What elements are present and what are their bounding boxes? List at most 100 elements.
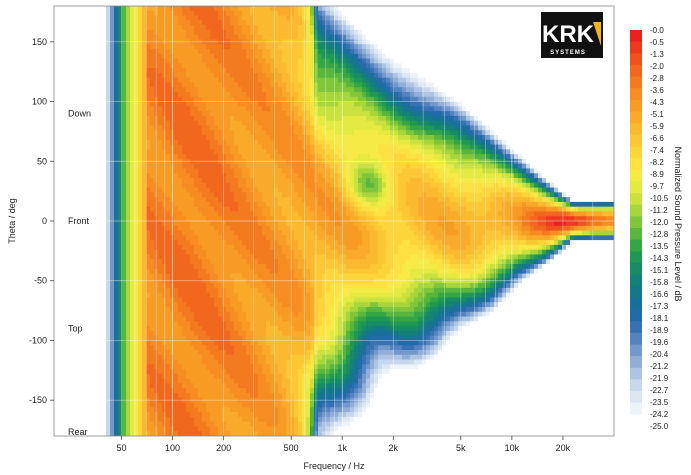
heat-cell <box>62 393 67 399</box>
heat-cell <box>174 53 179 60</box>
heat-cell <box>158 135 163 141</box>
heat-cell <box>174 82 179 88</box>
heat-cell <box>90 92 95 98</box>
heat-cell <box>274 111 279 117</box>
heat-cell <box>222 292 227 299</box>
heat-cell <box>114 44 119 50</box>
heat-cell <box>146 287 151 294</box>
heat-cell <box>102 44 107 50</box>
heat-cell <box>206 335 211 342</box>
heat-cell <box>254 426 259 432</box>
heat-cell <box>150 249 155 256</box>
heat-cell <box>234 259 239 265</box>
heat-cell <box>138 283 143 289</box>
heat-cell <box>230 163 235 170</box>
heat-cell <box>218 10 223 17</box>
heat-cell <box>90 311 95 318</box>
heat-cell <box>158 178 163 184</box>
heat-cell <box>94 149 99 155</box>
heat-cell <box>114 135 119 141</box>
heat-cell <box>90 182 95 189</box>
heat-cell <box>210 197 215 203</box>
heat-cell <box>230 292 235 299</box>
heat-cell <box>86 326 91 332</box>
heat-cell <box>262 182 267 189</box>
heat-cell <box>138 154 143 160</box>
heat-cell <box>262 44 267 50</box>
heat-cell <box>226 29 231 36</box>
heat-cell <box>98 350 103 356</box>
heat-cell <box>166 350 171 356</box>
heat-cell <box>218 244 223 251</box>
heat-cell <box>178 307 183 313</box>
heat-cell <box>118 421 123 428</box>
heat-cell <box>258 240 263 246</box>
heat-cell <box>82 330 87 337</box>
heat-cell <box>142 431 147 436</box>
heat-cell <box>194 421 199 428</box>
heat-cell <box>162 244 167 251</box>
heat-cell <box>238 416 243 423</box>
heat-cell <box>86 321 91 327</box>
heat-cell <box>234 149 239 155</box>
heat-cell <box>202 345 207 351</box>
heat-cell <box>150 244 155 251</box>
heat-cell <box>126 307 131 313</box>
heat-cell <box>210 154 215 160</box>
heat-cell <box>90 345 95 351</box>
heat-cell <box>126 82 131 88</box>
heat-cell <box>174 350 179 356</box>
heat-cell <box>250 92 255 98</box>
heat-cell <box>142 58 147 64</box>
heat-cell <box>66 58 71 64</box>
heat-cell <box>78 211 83 217</box>
heat-cell <box>186 359 191 365</box>
heat-cell <box>90 230 95 236</box>
heat-cell <box>110 316 115 322</box>
heat-cell <box>210 354 215 361</box>
heat-cell <box>166 163 171 170</box>
heat-cell <box>74 249 79 256</box>
heat-cell <box>110 345 115 351</box>
heat-cell <box>266 254 271 260</box>
heat-cell <box>210 364 215 370</box>
heat-cell <box>102 182 107 189</box>
heat-cell <box>58 369 63 375</box>
heat-cell <box>242 240 247 246</box>
heat-cell <box>158 87 163 93</box>
heat-cell <box>166 393 171 399</box>
heat-cell <box>106 254 111 260</box>
heat-cell <box>174 431 179 436</box>
heat-cell <box>102 393 107 399</box>
heat-cell <box>182 383 187 389</box>
heat-cell <box>230 206 235 213</box>
heat-cell <box>54 383 59 389</box>
heat-cell <box>118 82 123 88</box>
heat-cell <box>210 10 215 17</box>
heat-cell <box>202 221 207 227</box>
heat-cell <box>250 354 255 361</box>
heat-cell <box>58 378 63 385</box>
heat-cell <box>226 302 231 308</box>
heat-cell <box>106 283 111 289</box>
heat-cell <box>70 364 75 370</box>
heat-cell <box>130 378 135 385</box>
heat-cell <box>86 34 91 41</box>
heat-cell <box>262 168 267 174</box>
heat-cell <box>178 87 183 93</box>
heat-cell <box>258 115 263 122</box>
heat-cell <box>94 72 99 79</box>
heat-cell <box>270 326 275 332</box>
heat-cell <box>222 125 227 131</box>
heat-cell <box>78 125 83 131</box>
heat-cell <box>262 49 267 55</box>
heat-cell <box>90 287 95 294</box>
heat-cell <box>114 297 119 303</box>
heat-cell <box>130 345 135 351</box>
heat-cell <box>122 307 127 313</box>
heat-cell <box>190 139 195 146</box>
heat-cell <box>74 63 79 69</box>
heat-cell <box>214 115 219 122</box>
heat-cell <box>106 369 111 375</box>
heat-cell <box>222 34 227 41</box>
